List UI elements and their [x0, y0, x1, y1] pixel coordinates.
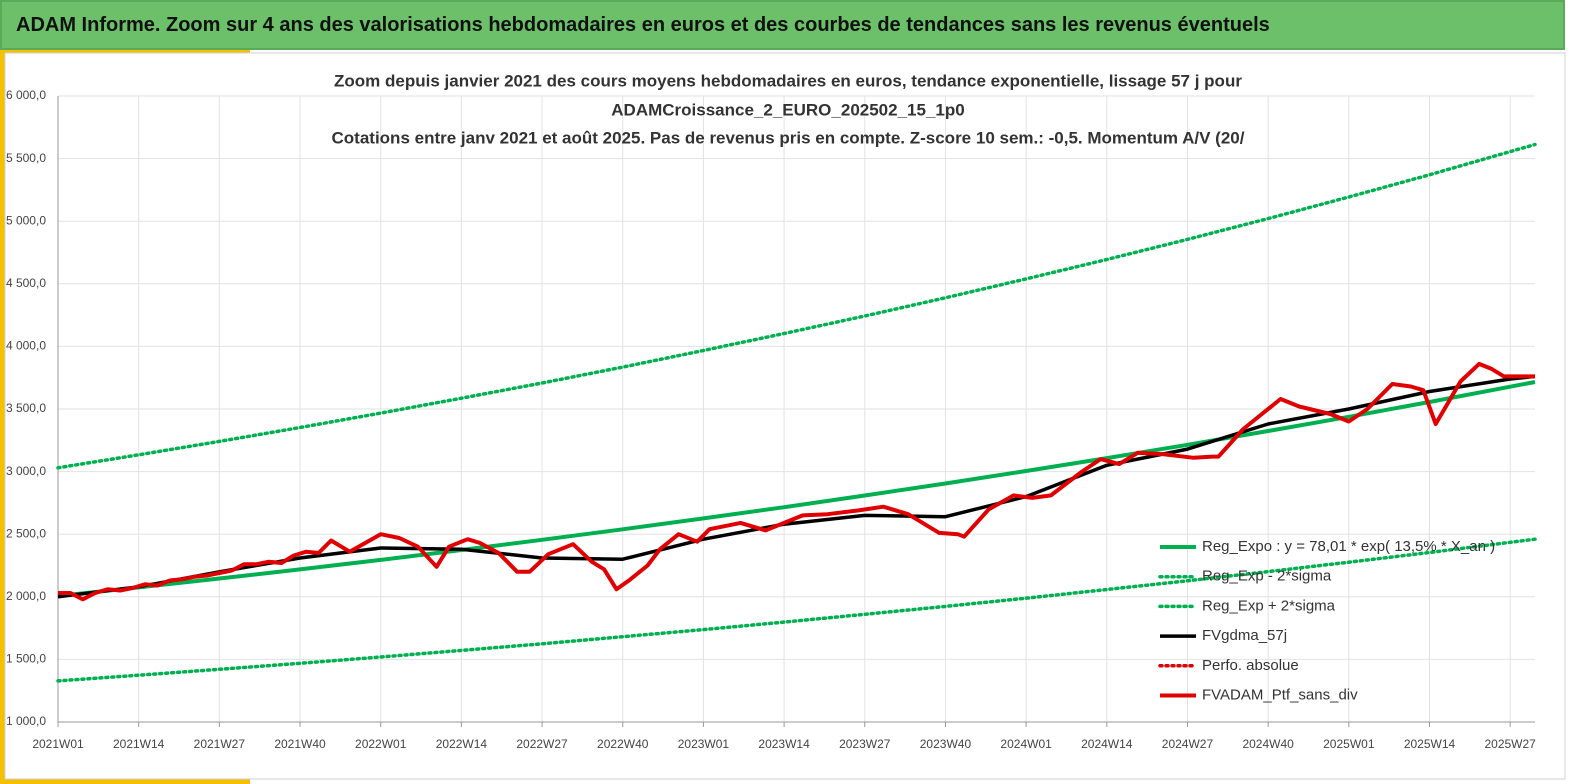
legend-label: Reg_Exp + 2*sigma [1202, 597, 1336, 614]
x-tick-label: 2022W27 [516, 737, 568, 751]
x-tick-label: 2021W01 [32, 737, 84, 751]
y-tick-label: 4 000,0 [6, 339, 46, 353]
x-tick-label: 2023W01 [678, 737, 730, 751]
x-tick-label: 2025W27 [1484, 737, 1536, 751]
banner: ADAM Informe. Zoom sur 4 ans des valoris… [0, 0, 1565, 50]
x-tick-label: 2022W01 [355, 737, 407, 751]
series-line [56, 142, 1537, 470]
x-tick-label: 2024W01 [1000, 737, 1052, 751]
y-tick-label: 2 000,0 [6, 589, 46, 603]
y-tick-label: 6 000,0 [6, 88, 46, 102]
x-tick-label: 2021W27 [194, 737, 246, 751]
y-tick-label: 1 500,0 [6, 652, 46, 666]
y-tick-label: 2 500,0 [6, 526, 46, 540]
x-tick-label: 2024W40 [1242, 737, 1294, 751]
y-tick-label: 1 000,0 [6, 714, 46, 728]
accent [0, 50, 250, 53]
legend-label: Perfo. absolue [1202, 657, 1299, 674]
chart-border [4, 52, 1566, 780]
x-tick-label: 2021W14 [113, 737, 165, 751]
chart-title: Zoom depuis janvier 2021 des cours moyen… [334, 71, 1242, 90]
x-tick-label: 2023W27 [839, 737, 891, 751]
y-tick-label: 4 500,0 [6, 276, 46, 290]
x-tick-label: 2023W14 [758, 737, 810, 751]
y-tick-label: 3 500,0 [6, 401, 46, 415]
x-tick-label: 2022W40 [597, 737, 649, 751]
x-tick-label: 2025W14 [1404, 737, 1456, 751]
y-tick-label: 5 000,0 [6, 213, 46, 227]
series-line [57, 380, 1536, 598]
chart-title: Cotations entre janv 2021 et août 2025. … [332, 128, 1245, 147]
x-tick-label: 2023W40 [920, 737, 972, 751]
series-line [58, 361, 1535, 602]
x-tick-label: 2025W01 [1323, 737, 1375, 751]
legend-label: FVADAM_Ptf_sans_div [1202, 686, 1358, 703]
legend-label: Reg_Exp - 2*sigma [1202, 568, 1332, 585]
legend-label: Reg_Expo : y = 78,01 * exp( 13,5% * X_an… [1202, 538, 1495, 555]
series-line [57, 374, 1536, 599]
y-tick-label: 5 500,0 [6, 151, 46, 165]
x-tick-label: 2021W40 [274, 737, 326, 751]
chart-title: ADAMCroissance_2_EURO_202502_15_1p0 [611, 100, 964, 119]
x-tick-label: 2024W27 [1162, 737, 1214, 751]
y-tick-label: 3 000,0 [6, 464, 46, 478]
accent [0, 779, 250, 784]
series-line [56, 537, 1537, 683]
x-tick-label: 2022W14 [436, 737, 488, 751]
x-tick-label: 2024W14 [1081, 737, 1133, 751]
accent [0, 50, 5, 784]
legend-label: FVgdma_57j [1202, 627, 1287, 644]
